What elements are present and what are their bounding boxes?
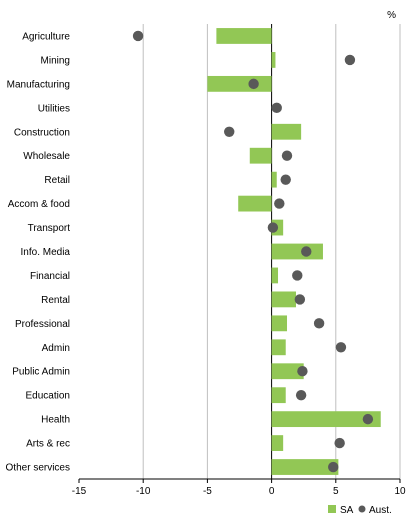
dot-aust (344, 54, 356, 66)
dot-aust (274, 198, 285, 209)
category-label: Arts & rec (26, 439, 70, 450)
bar-sa (271, 291, 296, 308)
category-label: Professional (15, 319, 70, 330)
dot-aust (248, 78, 259, 90)
category-label: Rental (41, 295, 70, 306)
dot-aust (328, 461, 339, 473)
bar-sa (271, 411, 381, 428)
dot-aust (294, 294, 306, 305)
bar-sa (271, 315, 288, 332)
category-label: Construction (14, 127, 70, 138)
dot-aust (271, 102, 282, 114)
dot-aust (362, 413, 374, 425)
category-label: Financial (30, 271, 70, 282)
x-tick-label: -10 (136, 486, 151, 497)
category-label: Admin (42, 343, 70, 354)
legend-label-sa: SA (340, 505, 354, 516)
x-axis-ticks: -15 -10 -5 0 5 10 (72, 479, 406, 497)
bar-sa (207, 75, 272, 92)
bar-sa (238, 195, 272, 212)
dot-aust (292, 270, 303, 281)
gridlines (142, 24, 401, 479)
category-label: Mining (41, 55, 70, 66)
category-label: Utilities (38, 103, 70, 114)
x-tick-label: 0 (269, 486, 275, 497)
dot-aust (281, 150, 293, 161)
dot-aust (295, 389, 307, 401)
bar-sa (216, 28, 272, 44)
dot-aust (224, 126, 235, 137)
unit-label: % (387, 10, 396, 21)
x-tick-label: 5 (333, 486, 339, 497)
category-label: Manufacturing (7, 79, 70, 90)
category-label: Wholesale (23, 151, 70, 162)
category-label: Education (26, 391, 70, 402)
legend: SA Aust. (328, 505, 392, 516)
dot-aust (132, 30, 144, 42)
dot-aust (280, 174, 291, 185)
category-label: Other services (6, 463, 70, 474)
x-tick-label: -15 (72, 486, 87, 497)
category-label: Public Admin (12, 367, 70, 378)
bar-sa (271, 387, 286, 404)
category-label: Retail (44, 175, 70, 186)
category-label: Agriculture (22, 31, 70, 42)
bar-sa (249, 147, 272, 164)
bar-sa (271, 52, 276, 68)
legend-label-aust: Aust. (369, 505, 392, 516)
bar-sa (271, 267, 279, 284)
bar-sa (271, 339, 286, 356)
dot-aust (334, 437, 345, 449)
bar-sa (271, 459, 339, 475)
legend-marker-aust (358, 505, 366, 513)
category-label: Transport (28, 223, 71, 234)
bar-sa (271, 171, 277, 188)
x-tick-label: 10 (394, 486, 406, 497)
x-tick-label: -5 (203, 486, 212, 497)
bar-series (207, 28, 381, 475)
bar-sa (271, 435, 284, 451)
dot-aust (267, 222, 279, 233)
bar-sa (271, 363, 304, 380)
dot-aust (335, 342, 347, 353)
dot-aust (301, 246, 312, 257)
category-labels: Agriculture Mining Manufacturing Utilities C… (6, 31, 71, 473)
category-label: Accom & food (8, 199, 70, 210)
category-label: Health (41, 415, 70, 426)
dot-series (132, 30, 374, 473)
dot-aust (297, 366, 308, 377)
category-label: Info. Media (21, 247, 71, 258)
dot-aust (313, 318, 325, 329)
legend-swatch-sa (328, 505, 336, 513)
bar-sa (271, 243, 323, 260)
bar-sa (271, 123, 302, 140)
